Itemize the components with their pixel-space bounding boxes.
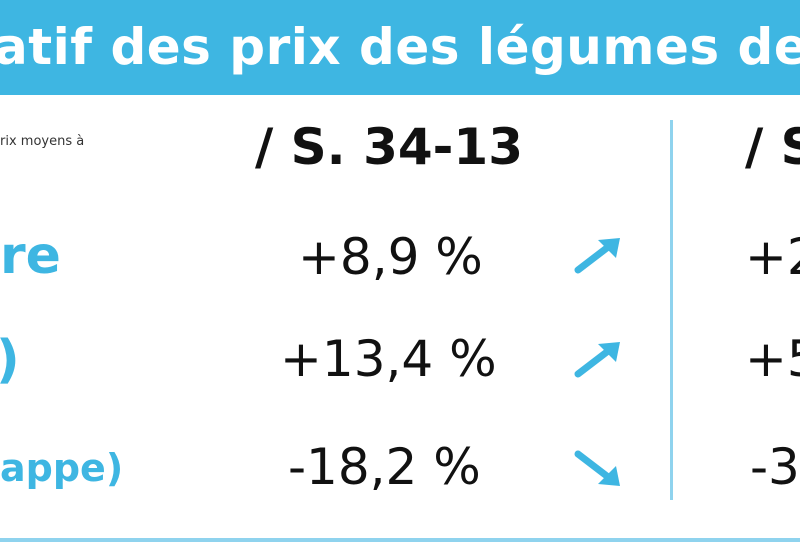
arrow-up — [574, 342, 620, 378]
note: rix moyens à — [0, 134, 85, 149]
cell: -18,2 % — [288, 438, 481, 496]
row-label: ) — [0, 330, 20, 390]
divider — [670, 120, 673, 500]
cell: +13,4 % — [280, 330, 497, 388]
row-label: re — [0, 226, 61, 286]
column-header: / S — [745, 118, 800, 176]
row-label: appe) — [0, 446, 124, 490]
bottom-border — [0, 538, 800, 542]
cell: +2 — [745, 228, 800, 286]
cell: +5 — [745, 330, 800, 388]
cell: -3 — [750, 438, 800, 496]
title: atif des prix des légumes de la se — [0, 18, 800, 76]
arrow-down — [574, 450, 620, 486]
arrow-up — [574, 238, 620, 274]
header-bar — [0, 0, 800, 95]
cell: +8,9 % — [298, 228, 483, 286]
column-header: / S. 34-13 — [255, 118, 523, 176]
